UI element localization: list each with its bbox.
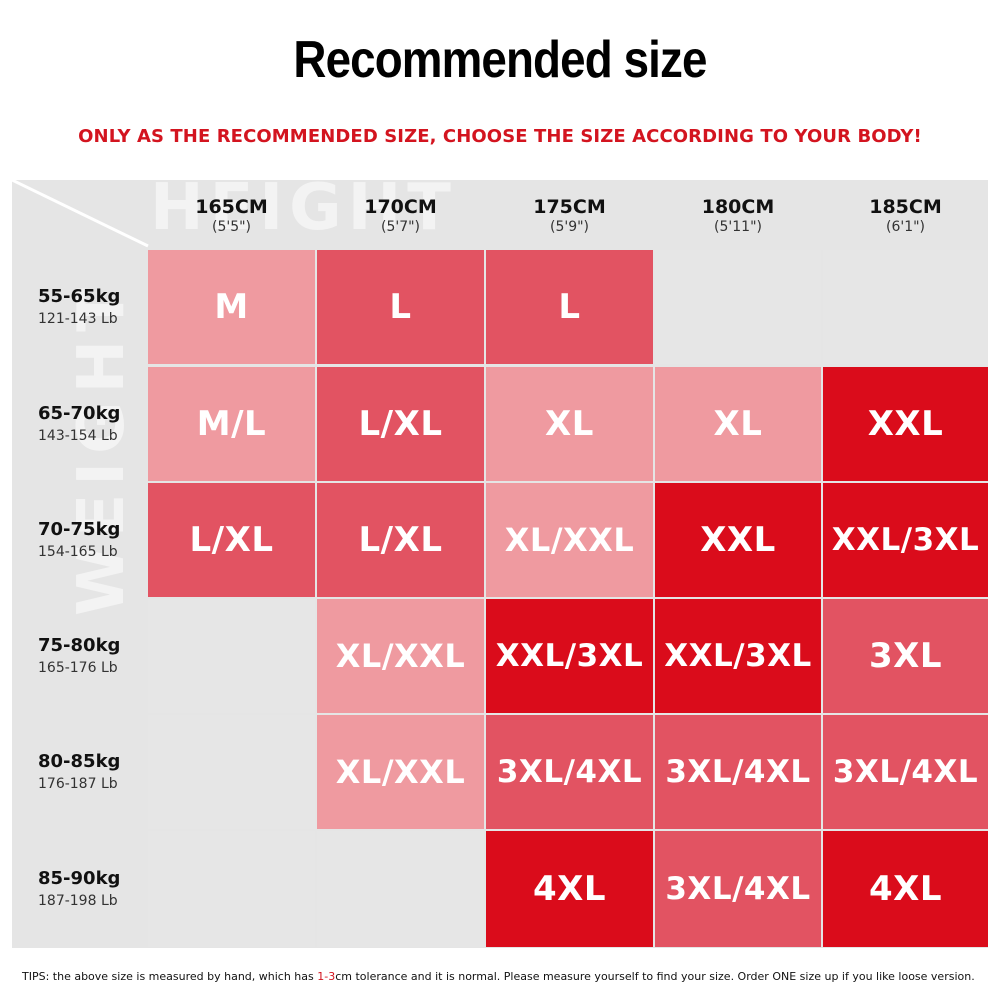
height-ft: (5'7") [380, 219, 421, 235]
size-cell: M/L [148, 367, 315, 481]
weight-lb: 187-198 Lb [38, 893, 118, 909]
weight-kg: 55-65kg [38, 286, 121, 307]
height-ft: (5'9") [549, 219, 590, 235]
height-cm: 185CM [869, 196, 942, 218]
weight-header: 80-85kg 176-187 Lb [38, 750, 148, 794]
size-cell: XL [655, 367, 821, 481]
height-cm: 175CM [533, 196, 606, 218]
weight-lb: 165-176 Lb [38, 660, 118, 676]
weight-lb: 154-165 Lb [38, 544, 118, 560]
page-title: Recommended size [293, 31, 707, 89]
empty-cell [148, 715, 315, 829]
empty-cell [655, 250, 821, 364]
weight-kg: 65-70kg [38, 403, 121, 424]
size-cell: XXL/3XL [486, 599, 653, 713]
size-cell: M [148, 250, 315, 364]
height-ft: (5'5") [211, 219, 252, 235]
size-cell: XL/XXL [486, 483, 653, 597]
height-header: 165CM (5'5") [148, 196, 315, 236]
tips-before: TIPS: the above size is measured by hand… [22, 970, 318, 983]
weight-lb: 143-154 Lb [38, 428, 118, 444]
empty-cell [823, 250, 988, 364]
size-cell: 4XL [486, 831, 653, 947]
size-cell: L [486, 250, 653, 364]
height-header: 185CM (6'1") [823, 196, 988, 236]
height-cm: 170CM [364, 196, 437, 218]
weight-lb: 121-143 Lb [38, 311, 118, 327]
size-cell: 4XL [823, 831, 988, 947]
tips-after: cm tolerance and it is normal. Please me… [335, 970, 975, 983]
size-cell: 3XL/4XL [655, 831, 821, 947]
size-cell: 3XL/4XL [655, 715, 821, 829]
empty-cell [317, 831, 484, 947]
height-header: 170CM (5'7") [317, 196, 484, 236]
size-cell: XXL/3XL [823, 483, 988, 597]
weight-kg: 75-80kg [38, 635, 121, 656]
weight-header: 85-90kg 187-198 Lb [38, 867, 148, 911]
height-cm: 180CM [701, 196, 775, 218]
weight-lb: 176-187 Lb [38, 776, 118, 792]
size-cell: XL/XXL [317, 715, 484, 829]
weight-kg: 80-85kg [38, 751, 121, 772]
size-cell: XL [486, 367, 653, 481]
empty-cell [148, 831, 315, 947]
height-header: 175CM (5'9") [486, 196, 653, 236]
size-cell: XXL/3XL [655, 599, 821, 713]
tips-text: TIPS: the above size is measured by hand… [22, 970, 1000, 983]
size-cell: L/XL [317, 483, 484, 597]
size-cell: L [317, 250, 484, 364]
height-watermark: HEIGHT [150, 171, 457, 245]
weight-header: 55-65kg 121-143 Lb [38, 285, 148, 329]
size-cell: 3XL [823, 599, 988, 713]
size-cell: XXL [823, 367, 988, 481]
weight-header: 65-70kg 143-154 Lb [38, 402, 148, 446]
size-cell: 3XL/4XL [823, 715, 988, 829]
corner-divider [12, 180, 149, 248]
size-cell: XL/XXL [317, 599, 484, 713]
page-subtitle: ONLY AS THE RECOMMENDED SIZE, CHOOSE THE… [78, 126, 922, 147]
height-cm: 165CM [195, 196, 268, 218]
weight-header: 75-80kg 165-176 Lb [38, 634, 148, 678]
weight-header: 70-75kg 154-165 Lb [38, 518, 148, 562]
height-ft: (5'11") [714, 219, 762, 235]
weight-kg: 70-75kg [38, 519, 121, 540]
size-cell: 3XL/4XL [486, 715, 653, 829]
height-header: 180CM (5'11") [655, 196, 821, 236]
size-cell: L/XL [148, 483, 315, 597]
empty-cell [148, 599, 315, 713]
tips-highlight: 1-3 [317, 970, 336, 983]
size-cell: XXL [655, 483, 821, 597]
size-cell: L/XL [317, 367, 484, 481]
height-ft: (6'1") [885, 219, 926, 235]
weight-kg: 85-90kg [38, 868, 121, 889]
